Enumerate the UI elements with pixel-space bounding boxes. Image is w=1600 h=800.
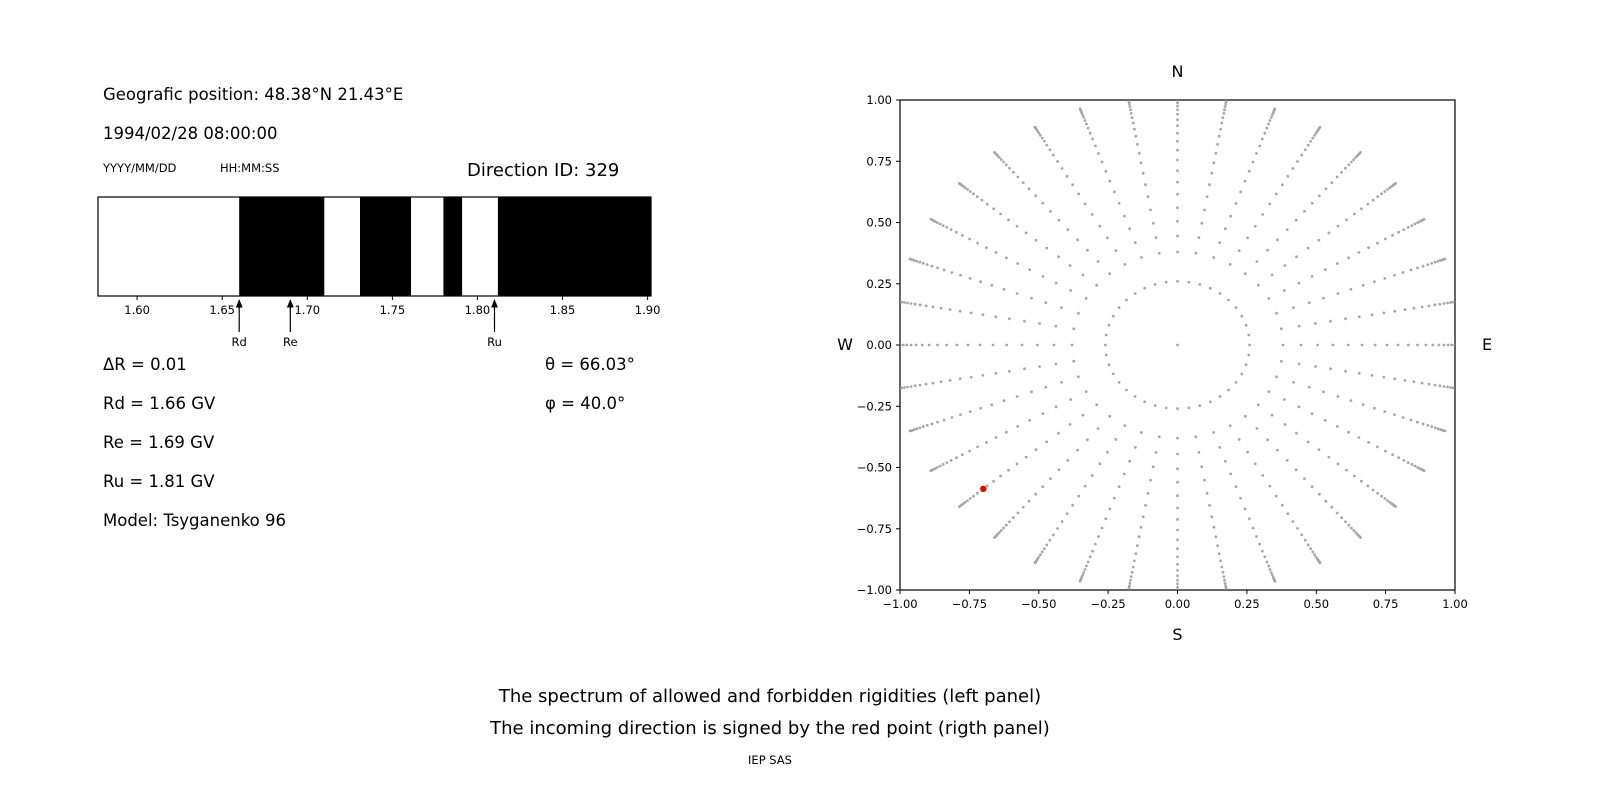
svg-text:0.00: 0.00	[1165, 597, 1191, 611]
svg-text:0.25: 0.25	[1234, 597, 1260, 611]
svg-text:−0.75: −0.75	[952, 597, 987, 611]
svg-text:S: S	[1172, 625, 1182, 644]
date-format-label: YYYY/MM/DD	[103, 161, 177, 175]
svg-text:1.85: 1.85	[550, 303, 576, 317]
phi-value: φ = 40.0°	[545, 394, 626, 413]
rigidity-spectrum-chart: 1.60 1.65 1.70 1.75 1.80 1.85 1.90 Rd Re Ru	[97, 196, 661, 349]
caption-line-1: The spectrum of allowed and forbidden ri…	[498, 686, 1042, 707]
caption-line-2: The incoming direction is signed by the …	[490, 718, 1050, 739]
caption-credit: IEP SAS	[748, 753, 792, 767]
svg-text:1.75: 1.75	[380, 303, 406, 317]
re-value: Re = 1.69 GV	[103, 433, 215, 452]
svg-text:1.60: 1.60	[124, 303, 150, 317]
svg-text:0.25: 0.25	[866, 277, 892, 291]
svg-text:1.65: 1.65	[209, 303, 235, 317]
svg-text:1.00: 1.00	[1442, 597, 1468, 611]
svg-text:0.75: 0.75	[1373, 597, 1399, 611]
svg-text:0.75: 0.75	[866, 154, 892, 168]
direction-scatter-chart: −1.00 −0.75 −0.50 −0.25 0.00 0.25 0.50 0.75 1.00…	[837, 62, 1492, 644]
datetime-label: 1994/02/28 08:00:00	[103, 124, 278, 143]
model-label: Model: Tsyganenko 96	[103, 511, 287, 530]
svg-text:Rd: Rd	[232, 335, 247, 349]
svg-text:−0.25: −0.25	[857, 399, 892, 413]
time-format-label: HH:MM:SS	[220, 161, 280, 175]
svg-text:N: N	[1172, 62, 1184, 81]
theta-value: θ = 66.03°	[545, 355, 635, 374]
svg-text:Ru: Ru	[487, 335, 502, 349]
svg-text:−0.75: −0.75	[857, 522, 892, 536]
ru-value: Ru = 1.81 GV	[103, 472, 215, 491]
svg-text:−1.00: −1.00	[882, 597, 917, 611]
delta-r-value: ΔR = 0.01	[103, 355, 187, 374]
svg-text:E: E	[1482, 335, 1492, 354]
svg-text:0.50: 0.50	[1303, 597, 1329, 611]
svg-text:−0.25: −0.25	[1090, 597, 1125, 611]
rd-value: Rd = 1.66 GV	[103, 394, 216, 413]
figure-caption: The spectrum of allowed and forbidden ri…	[0, 686, 1540, 767]
geo-position-label: Geografic position: 48.38°N 21.43°E	[103, 85, 404, 104]
svg-text:1.00: 1.00	[866, 93, 892, 107]
svg-text:−0.50: −0.50	[857, 461, 892, 475]
svg-text:0.00: 0.00	[866, 338, 892, 352]
svg-text:Re: Re	[283, 335, 298, 349]
svg-text:1.70: 1.70	[294, 303, 320, 317]
svg-text:1.90: 1.90	[635, 303, 661, 317]
direction-id-label: Direction ID: 329	[467, 160, 620, 181]
svg-text:1.80: 1.80	[465, 303, 491, 317]
svg-text:0.50: 0.50	[866, 216, 892, 230]
svg-text:−1.00: −1.00	[857, 583, 892, 597]
svg-text:W: W	[837, 335, 853, 354]
svg-text:−0.50: −0.50	[1021, 597, 1056, 611]
